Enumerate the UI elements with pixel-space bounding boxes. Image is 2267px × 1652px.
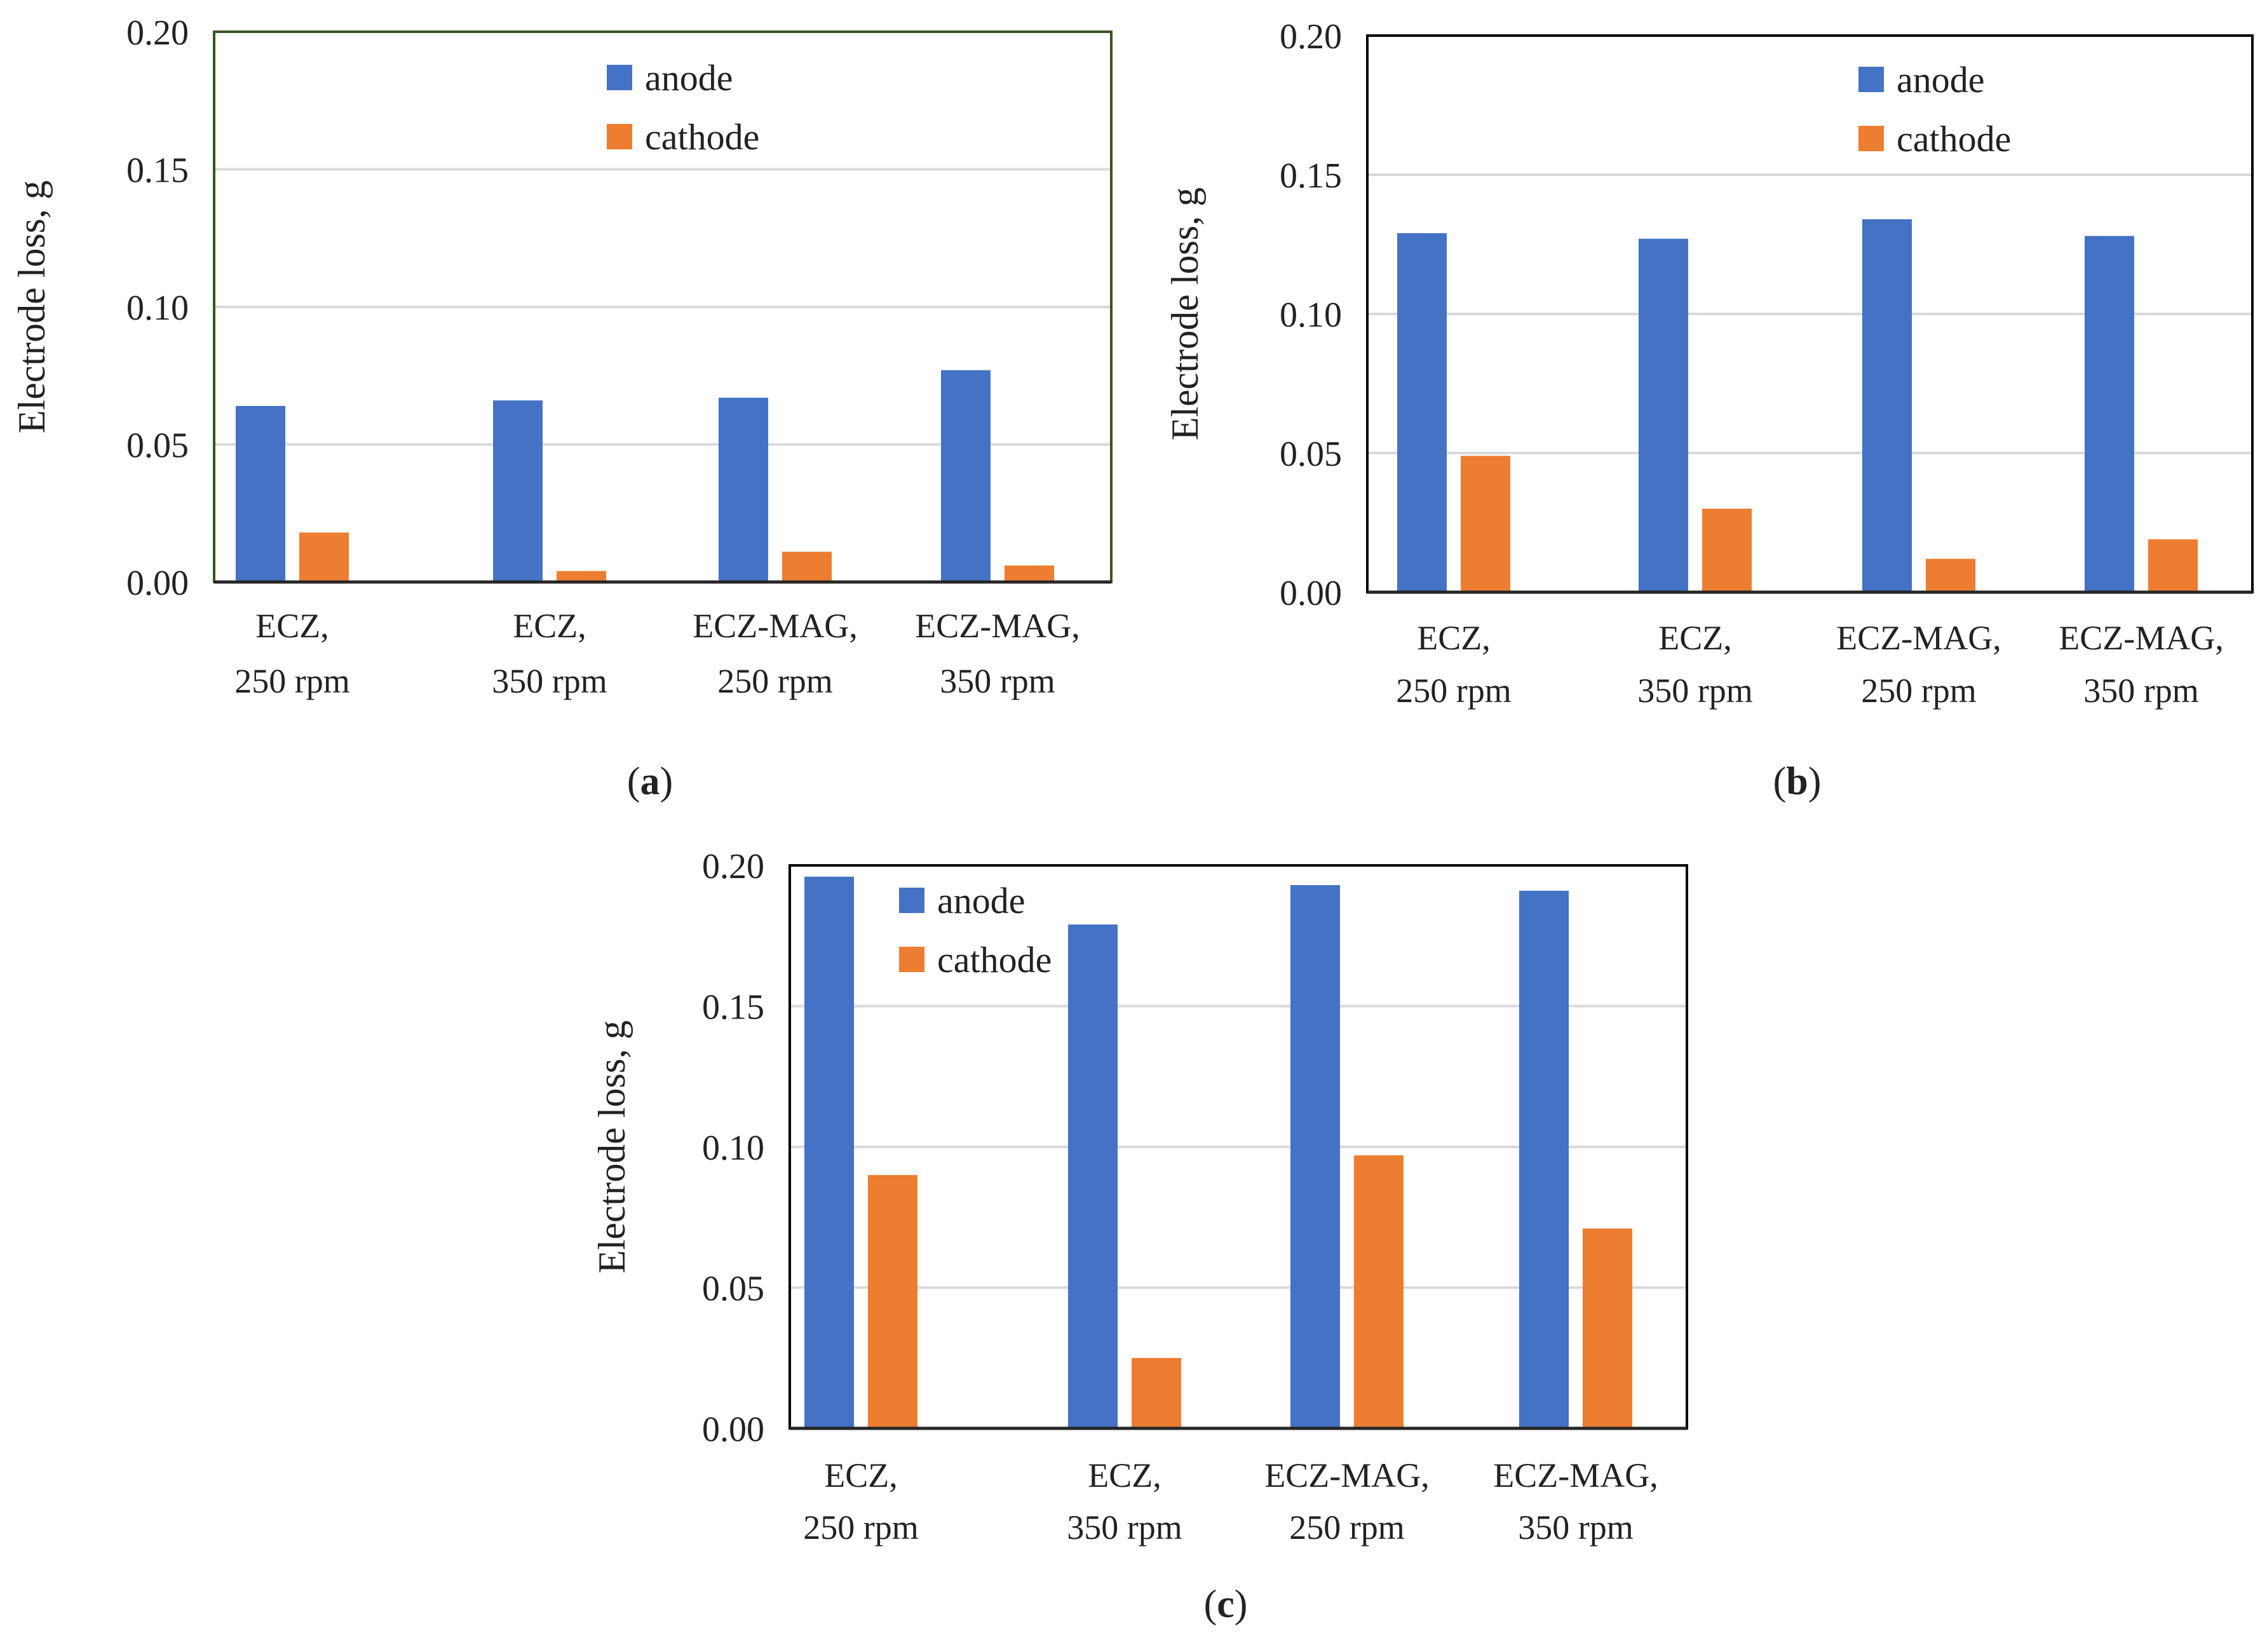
category-label: ECZ-MAG, bbox=[693, 607, 857, 645]
anode-legend-swatch bbox=[899, 888, 924, 913]
legend-label: cathode bbox=[645, 116, 759, 158]
anode-bar bbox=[719, 397, 768, 582]
category-label: ECZ, bbox=[1417, 619, 1491, 657]
chart-a: 0.00 0.05 0.10 0.15 0.20 ECZ, 250 rpm ECZ, 350 r… bbox=[11, 13, 1113, 803]
panel-label: (b) bbox=[1773, 760, 1822, 803]
anode-bar bbox=[236, 405, 285, 582]
category-label: 350 rpm bbox=[940, 662, 1055, 700]
anode-bar bbox=[1519, 890, 1569, 1428]
panel-letter: b bbox=[1786, 760, 1808, 803]
category-label: ECZ-MAG, bbox=[1493, 1456, 1658, 1494]
cathode-bar bbox=[1005, 565, 1054, 582]
y-tick-label: 0.20 bbox=[126, 13, 189, 53]
cathode-legend-swatch bbox=[607, 124, 632, 149]
y-tick-label: 0.10 bbox=[1280, 295, 1342, 335]
cathode-bar bbox=[1461, 456, 1510, 592]
category-label: ECZ-MAG, bbox=[1264, 1456, 1429, 1494]
category-label: ECZ-MAG, bbox=[915, 607, 1079, 645]
category-label: ECZ-MAG, bbox=[1836, 619, 2001, 657]
category-label: 350 rpm bbox=[2083, 672, 2199, 710]
y-tick-label: 0.20 bbox=[1280, 17, 1342, 57]
cathode-bar bbox=[1702, 508, 1752, 592]
category-label: ECZ, bbox=[1088, 1456, 1161, 1494]
anode-bar bbox=[804, 876, 854, 1428]
category-label: 250 rpm bbox=[1861, 672, 1977, 710]
anode-bar bbox=[1068, 924, 1118, 1428]
chart-b: 0.00 0.05 0.10 0.15 0.20 ECZ, 250 rpm ECZ, 350 r… bbox=[1164, 17, 2254, 803]
cathode-legend-swatch bbox=[1858, 126, 1884, 151]
y-tick-label: 0.05 bbox=[702, 1269, 764, 1309]
anode-bar bbox=[493, 400, 543, 582]
anode-bar bbox=[1290, 885, 1340, 1428]
category-label: 350 rpm bbox=[1067, 1508, 1182, 1547]
y-tick-label: 0.15 bbox=[702, 988, 764, 1027]
cathode-bar bbox=[868, 1175, 917, 1428]
category-label: 250 rpm bbox=[803, 1508, 919, 1547]
y-tick-label: 0.00 bbox=[1280, 574, 1342, 613]
anode-legend-swatch bbox=[1858, 67, 1884, 92]
cathode-bar bbox=[557, 571, 606, 582]
cathode-bar bbox=[2148, 539, 2198, 592]
category-label: 350 rpm bbox=[1518, 1508, 1634, 1547]
panel-letter: c bbox=[1217, 1583, 1235, 1626]
category-label: ECZ, bbox=[824, 1456, 898, 1494]
y-axis-title: Electrode loss, g bbox=[1164, 187, 1206, 440]
anode-legend-swatch bbox=[607, 65, 632, 90]
anode-bar bbox=[2085, 236, 2134, 592]
cathode-bar bbox=[299, 532, 349, 582]
category-label: 350 rpm bbox=[1637, 672, 1753, 710]
y-axis-title: Electrode loss, g bbox=[591, 1020, 633, 1273]
legend-label: cathode bbox=[1897, 118, 2011, 159]
category-label: 350 rpm bbox=[492, 662, 607, 700]
anode-bar bbox=[941, 370, 991, 582]
category-label: ECZ-MAG, bbox=[2059, 619, 2223, 657]
panel-letter: a bbox=[640, 760, 660, 803]
anode-bar bbox=[1397, 233, 1447, 593]
category-label: ECZ, bbox=[255, 607, 329, 645]
y-tick-label: 0.05 bbox=[1280, 435, 1342, 474]
y-tick-label: 0.10 bbox=[702, 1128, 764, 1168]
category-label: ECZ, bbox=[1658, 619, 1732, 657]
panel-label: (c) bbox=[1204, 1583, 1248, 1626]
anode-bar bbox=[1862, 219, 1912, 593]
y-axis-title: Electrode loss, g bbox=[11, 180, 53, 433]
legend-label: anode bbox=[1897, 59, 1985, 100]
y-tick-label: 0.15 bbox=[126, 151, 189, 191]
legend-label: cathode bbox=[937, 939, 1052, 980]
category-label: 250 rpm bbox=[717, 662, 833, 700]
category-label: ECZ, bbox=[513, 607, 586, 645]
category-label: 250 rpm bbox=[1396, 672, 1512, 710]
y-tick-label: 0.00 bbox=[126, 564, 189, 603]
y-tick-label: 0.00 bbox=[702, 1410, 764, 1449]
panel-label: (a) bbox=[627, 760, 673, 803]
cathode-bar bbox=[1583, 1228, 1632, 1428]
y-tick-label: 0.10 bbox=[126, 288, 189, 328]
category-label: 250 rpm bbox=[234, 662, 350, 700]
y-tick-label: 0.15 bbox=[1280, 156, 1342, 196]
y-tick-label: 0.05 bbox=[126, 426, 189, 466]
anode-bar bbox=[1639, 238, 1688, 592]
y-tick-label: 0.20 bbox=[702, 847, 764, 886]
chart-c: 0.00 0.05 0.10 0.15 0.20 ECZ, 250 rpm ECZ, 350 r… bbox=[591, 847, 1688, 1626]
cathode-bar bbox=[1354, 1155, 1404, 1428]
cathode-bar bbox=[1926, 559, 1975, 592]
cathode-bar bbox=[782, 552, 832, 582]
legend-label: anode bbox=[645, 57, 733, 98]
cathode-legend-swatch bbox=[899, 947, 924, 972]
legend-label: anode bbox=[937, 880, 1025, 921]
category-label: 250 rpm bbox=[1289, 1508, 1405, 1547]
cathode-bar bbox=[1132, 1358, 1181, 1428]
